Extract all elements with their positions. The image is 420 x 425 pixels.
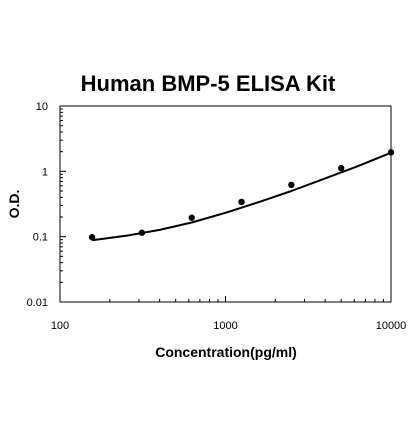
fit-curve (91, 151, 392, 242)
axes: 100 1000 10000 0.01 0.1 1 10 (27, 101, 407, 332)
data-points (88, 149, 395, 241)
fit-curve-layer (91, 151, 392, 242)
data-point (88, 234, 96, 241)
data-point (387, 149, 395, 156)
y-axis-label: O.D. (6, 190, 22, 219)
data-point (138, 229, 146, 236)
y-tick-label: 0.01 (27, 297, 48, 309)
data-point (288, 181, 295, 189)
data-point (188, 214, 195, 221)
x-axis-label: Concentration(pg/ml) (155, 344, 297, 360)
y-tick-label: 10 (36, 101, 48, 113)
chart-title: Human BMP-5 ELISA Kit (81, 71, 336, 96)
y-tick-label: 1 (42, 166, 48, 178)
x-tick-label: 1000 (213, 320, 237, 332)
plot-frame (59, 105, 392, 303)
x-tick-label: 10000 (376, 320, 407, 332)
data-point (337, 164, 345, 172)
x-tick-label: 100 (51, 320, 69, 332)
y-tick-label: 0.1 (33, 232, 48, 244)
data-point (238, 198, 245, 206)
